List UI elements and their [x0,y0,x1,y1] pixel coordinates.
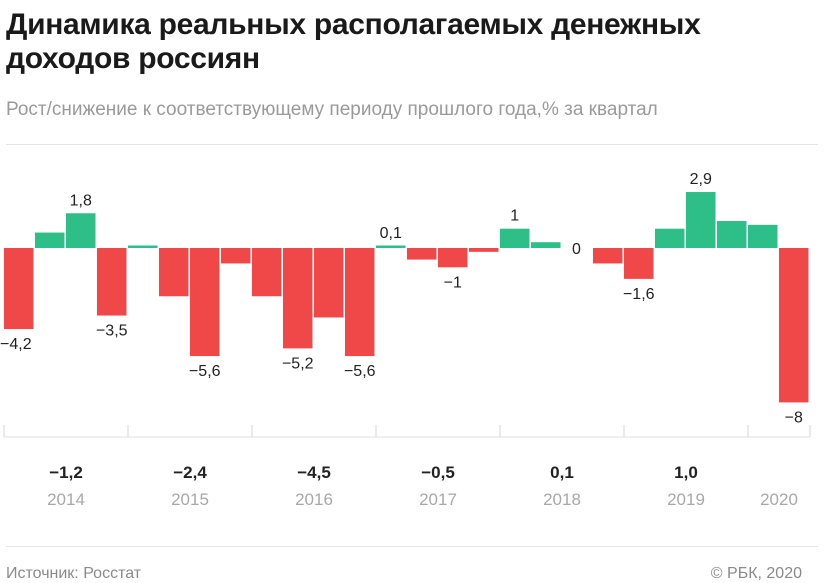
bar[interactable] [500,228,530,248]
data-label: 0,1 [380,225,402,242]
bar[interactable] [531,242,561,248]
annual-value-label: 1,0 [674,463,698,482]
data-label: −8 [785,409,803,426]
annual-value-label: −2,4 [173,463,207,482]
copyright-note: © РБК, 2020 [710,565,802,582]
year-label: 2015 [171,490,209,509]
annual-value-label: −1,2 [49,463,83,482]
bar[interactable] [438,248,468,268]
bar[interactable] [748,224,778,248]
annual-value-label: −4,5 [297,463,331,482]
bar[interactable] [190,248,220,357]
bottom-divider [6,546,818,547]
bar[interactable] [314,248,344,318]
bar[interactable] [655,228,685,248]
bar[interactable] [717,220,747,248]
bar[interactable] [686,192,716,248]
year-label: 2017 [419,490,457,509]
data-label: −1 [444,274,462,291]
bar[interactable] [66,213,96,248]
data-label: −5,6 [344,363,376,380]
bar[interactable] [128,245,158,249]
source-note: Источник: Росстат [6,565,142,582]
year-label: 2016 [295,490,333,509]
annual-value-label: 0,1 [550,463,574,482]
chart-title: Динамика реальных располагаемых денежных… [6,8,701,75]
bar[interactable] [407,248,437,260]
bar[interactable] [376,245,406,249]
data-label: 1 [510,208,519,225]
bar[interactable] [35,232,65,248]
annual-value-label: −0,5 [421,463,455,482]
bar[interactable] [4,248,34,330]
bar[interactable] [283,248,313,349]
data-label: 1,8 [70,192,92,209]
bar[interactable] [779,248,809,403]
top-divider [6,144,818,145]
year-label: 2018 [543,490,581,509]
data-label: −4,2 [0,336,32,353]
data-label: −5,6 [189,363,221,380]
data-label: −3,5 [96,323,128,340]
chart-subtitle: Рост/снижение к соответствующему периоду… [6,99,658,120]
year-label: 2019 [667,490,705,509]
year-label: 2020 [760,490,798,509]
bar[interactable] [345,248,375,357]
bar[interactable] [252,248,282,297]
bar[interactable] [97,248,127,316]
data-label: 2,9 [690,171,712,188]
bar[interactable] [221,248,251,264]
year-label: 2014 [47,490,85,509]
data-label: −1,6 [623,286,655,303]
bar[interactable] [624,248,654,279]
data-label: −5,2 [282,355,314,372]
bar[interactable] [469,248,499,252]
data-label: 0 [572,241,581,258]
bar[interactable] [593,248,623,264]
bar[interactable] [159,248,189,297]
